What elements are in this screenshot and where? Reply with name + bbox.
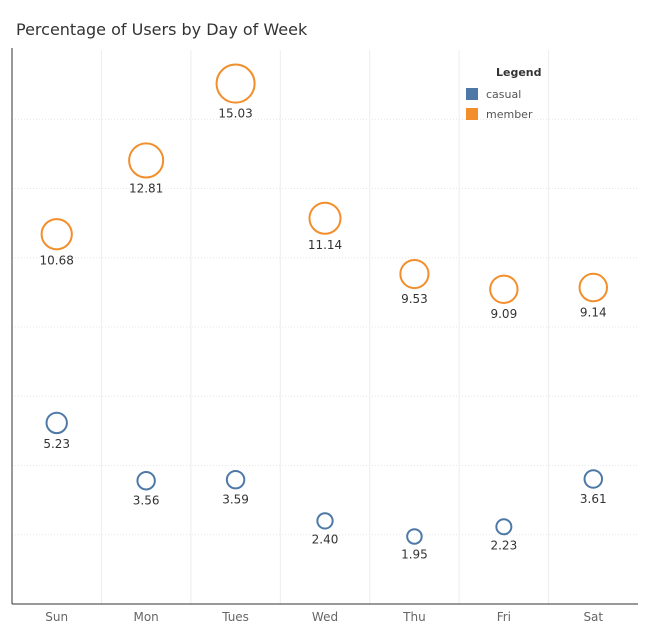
point-casual-sat — [583, 469, 604, 489]
chart-title: Percentage of Users by Day of Week — [16, 20, 308, 39]
data-label-casual-sun: 5.23 — [43, 437, 70, 451]
point-casual-thu — [406, 528, 423, 545]
x-tick-label-sun: Sun — [45, 610, 68, 624]
legend-item-casual: casual — [466, 84, 542, 104]
x-tick-label-wed: Wed — [312, 610, 338, 624]
data-label-casual-tues: 3.59 — [222, 492, 249, 506]
data-label-member-wed: 11.14 — [308, 238, 342, 252]
data-label-member-thu: 9.53 — [401, 292, 428, 306]
data-label-member-tues: 15.03 — [218, 107, 252, 121]
data-label-member-sun: 10.68 — [40, 253, 74, 267]
legend-swatch-casual — [466, 88, 478, 100]
x-tick-label-thu: Thu — [402, 610, 426, 624]
data-label-member-fri: 9.09 — [490, 307, 517, 321]
legend: Legend casual member — [466, 66, 542, 124]
point-casual-mon — [136, 471, 156, 491]
x-tick-label-fri: Fri — [497, 610, 511, 624]
point-member-mon — [128, 142, 165, 179]
point-casual-tues — [225, 469, 246, 490]
data-marks: 5.23 3.56 3.59 2.40 1.95 2.23 3.61 10.68 12.81 15… — [40, 63, 609, 562]
axes — [11, 48, 638, 605]
data-label-casual-fri: 2.23 — [490, 538, 517, 552]
x-tick-label-mon: Mon — [133, 610, 158, 624]
legend-swatch-member — [466, 108, 478, 120]
point-casual-wed — [316, 512, 334, 530]
point-member-tues — [215, 63, 256, 104]
x-tick-label-sat: Sat — [583, 610, 603, 624]
legend-title: Legend — [496, 66, 542, 79]
legend-item-member: member — [466, 104, 542, 124]
point-member-wed — [308, 201, 342, 235]
point-casual-fri — [495, 518, 513, 536]
point-casual-sun — [45, 411, 68, 435]
legend-label-casual: casual — [486, 87, 522, 101]
legend-label-member: member — [486, 107, 533, 121]
point-member-sun — [40, 218, 73, 251]
data-label-member-mon: 12.81 — [129, 181, 163, 195]
data-label-casual-wed: 2.40 — [312, 533, 339, 547]
point-member-thu — [399, 258, 430, 290]
data-label-casual-mon: 3.56 — [133, 493, 160, 507]
data-label-casual-thu: 1.95 — [401, 548, 428, 562]
x-tick-label-tues: Tues — [221, 610, 249, 624]
point-member-fri — [489, 274, 519, 304]
x-tick-labels: Sun Mon Tues Wed Thu Fri Sat — [45, 610, 603, 624]
data-label-member-sat: 9.14 — [580, 305, 607, 319]
point-member-sat — [578, 272, 609, 303]
data-label-casual-sat: 3.61 — [580, 492, 607, 506]
gridlines — [12, 50, 638, 604]
